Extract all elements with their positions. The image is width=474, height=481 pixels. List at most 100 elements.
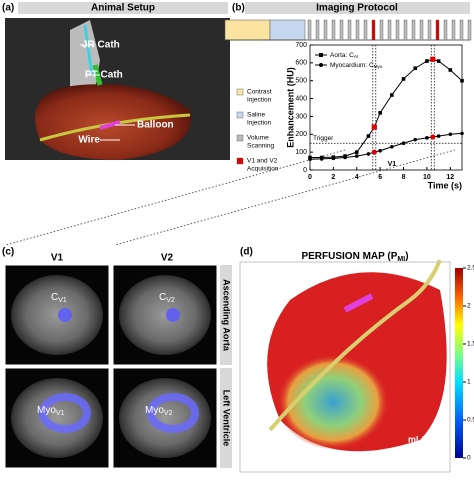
legend-label: Aorta: CAI bbox=[330, 52, 358, 59]
point bbox=[366, 152, 371, 156]
title-end: ) bbox=[405, 251, 408, 262]
panel-title: PERFUSION MAP (PMI) bbox=[301, 251, 408, 263]
ct-tiles bbox=[4, 264, 218, 469]
point bbox=[460, 131, 464, 136]
legend-swatch bbox=[236, 88, 244, 96]
point bbox=[319, 157, 324, 161]
annotation: Balloon bbox=[137, 120, 174, 131]
tile-label-base: C bbox=[159, 292, 166, 303]
panel-label: (d) bbox=[240, 247, 253, 258]
wire-shape bbox=[268, 259, 442, 432]
point bbox=[436, 134, 441, 138]
y-tick-label: 100 bbox=[295, 149, 307, 156]
scan-bar bbox=[363, 19, 368, 41]
x-axis-label: Time (s) bbox=[428, 180, 462, 190]
point bbox=[448, 132, 453, 137]
scan-bar bbox=[331, 19, 336, 41]
legend-marker bbox=[319, 53, 323, 57]
y-tick-label: 0 bbox=[303, 167, 307, 174]
legend-label-sub: AI bbox=[354, 54, 358, 59]
panel-label: (a) bbox=[2, 3, 14, 14]
annotation: V1 bbox=[388, 161, 397, 168]
colorbar-tick-label: 0.5 bbox=[467, 417, 474, 424]
point bbox=[343, 155, 347, 160]
legend-label-base: Myocardium: C bbox=[330, 62, 374, 69]
point bbox=[390, 93, 394, 97]
point bbox=[413, 66, 418, 71]
scan-bar bbox=[467, 19, 472, 41]
panel-title: Animal Setup bbox=[91, 3, 155, 14]
saline-injection bbox=[269, 19, 306, 41]
annotation: PT Cath bbox=[85, 70, 123, 81]
unit-label: mL/min/g bbox=[408, 434, 448, 444]
tile-label-base: Myo bbox=[145, 405, 164, 416]
jr-cath-shape bbox=[83, 24, 94, 76]
scan-bar bbox=[315, 19, 320, 41]
tile-label-base: C bbox=[51, 292, 58, 303]
legend-label-sub: Myo bbox=[374, 64, 383, 69]
point bbox=[401, 141, 406, 146]
roi bbox=[147, 393, 199, 433]
point bbox=[366, 134, 371, 138]
point bbox=[390, 144, 394, 149]
contrast-injection bbox=[224, 19, 271, 41]
tile-label: MyoV2 bbox=[145, 405, 173, 417]
legend-label: Volume bbox=[247, 135, 269, 142]
scan-bar bbox=[459, 19, 464, 41]
roi bbox=[39, 393, 91, 433]
series-line bbox=[309, 132, 463, 160]
scan-bar bbox=[395, 19, 400, 41]
point bbox=[430, 56, 436, 62]
point bbox=[371, 149, 377, 155]
panel-title: Imaging Protocol bbox=[316, 3, 398, 14]
colorbar-tick-label: 1 bbox=[467, 379, 471, 386]
legend-marker bbox=[319, 63, 323, 67]
series-line bbox=[310, 58, 463, 158]
tile-label-base: Myo bbox=[37, 405, 56, 416]
column-header: V2 bbox=[161, 253, 174, 264]
connector-lines bbox=[5, 149, 456, 246]
scan-bar bbox=[419, 19, 424, 41]
tile-label-sub: V1 bbox=[58, 297, 67, 304]
trigger-label: Trigger bbox=[313, 135, 334, 142]
title-sub: MI bbox=[397, 256, 405, 263]
x-tick-label: 6 bbox=[378, 174, 382, 181]
point bbox=[331, 156, 336, 161]
tile-label: MyoV1 bbox=[37, 405, 65, 417]
scan-bar bbox=[403, 19, 408, 41]
row-label: Ascending Aorta bbox=[222, 279, 232, 352]
annotation: Wire bbox=[78, 135, 100, 146]
roi bbox=[58, 308, 72, 322]
title-base: PERFUSION MAP (P bbox=[301, 251, 397, 262]
tile-label-sub: V2 bbox=[164, 410, 173, 417]
colorbar-tick-label: 2 bbox=[467, 303, 471, 310]
legend-label: V1 and V2 bbox=[247, 158, 278, 165]
point bbox=[425, 59, 429, 63]
point bbox=[460, 78, 464, 83]
balloon-shape bbox=[99, 120, 121, 130]
legend-label: Injection bbox=[247, 120, 272, 127]
scan-bar bbox=[347, 19, 352, 41]
y-tick-label: 500 bbox=[295, 78, 307, 85]
x-tick-label: 12 bbox=[446, 174, 454, 181]
x-tick-label: 4 bbox=[355, 174, 359, 181]
tile-label-sub: V1 bbox=[56, 410, 65, 417]
panel-label: (b) bbox=[232, 3, 245, 14]
legend-label: Myocardium: CMyo bbox=[330, 62, 383, 69]
scan-bar bbox=[451, 19, 456, 41]
point bbox=[354, 154, 359, 158]
scan-bar bbox=[435, 19, 440, 41]
y-tick-label: 300 bbox=[295, 113, 307, 120]
colorbar-tick-label: 0 bbox=[467, 455, 471, 462]
point bbox=[430, 134, 436, 140]
point bbox=[413, 137, 418, 142]
point bbox=[425, 136, 429, 140]
title-bar bbox=[245, 2, 470, 14]
tile-label: CV2 bbox=[159, 292, 175, 304]
y-tick-label: 700 bbox=[295, 42, 307, 49]
y-tick-label: 400 bbox=[295, 95, 307, 102]
legend-label: Acquisition bbox=[247, 166, 279, 173]
y-axis-label: Enhancement (HU) bbox=[285, 67, 295, 148]
